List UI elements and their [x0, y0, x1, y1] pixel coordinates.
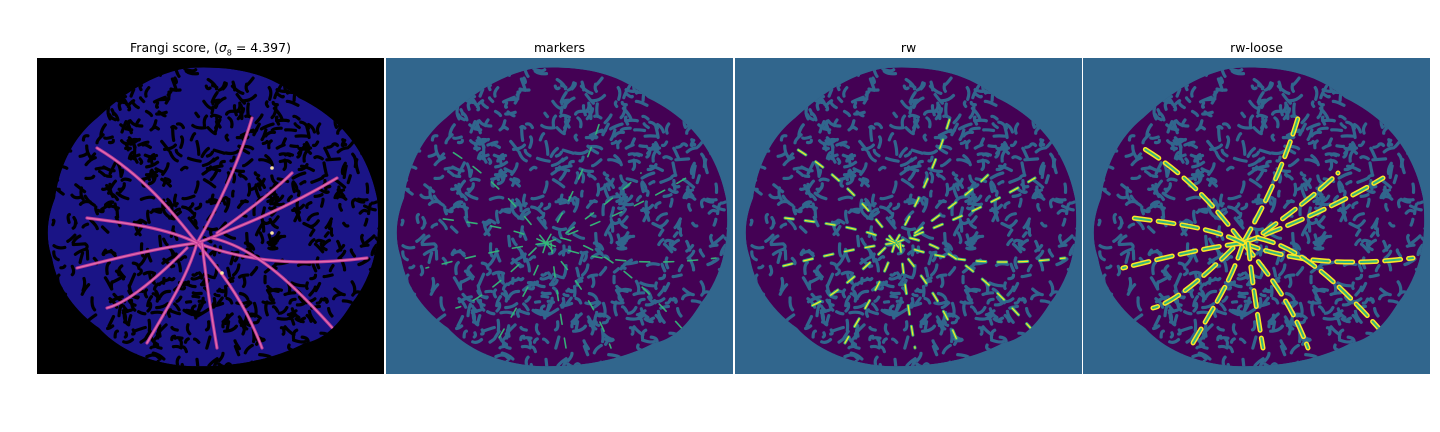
title-sigma: σ: [218, 40, 227, 55]
bright-spots: [220, 166, 274, 275]
vessel-layer: [75, 116, 369, 350]
rw-loose-image: [1083, 58, 1430, 374]
vessel-layer: [1120, 115, 1416, 351]
panel-rw-loose: rw-loose: [1083, 0, 1430, 432]
panel-title: markers: [533, 40, 586, 55]
markers-image: [386, 58, 733, 374]
title-subscript: 8: [226, 48, 232, 58]
panel-rw: rw: [735, 0, 1082, 432]
rw-image: [735, 58, 1082, 374]
markers-image-canvas: [386, 58, 733, 374]
panel-title: rw-loose: [1230, 40, 1283, 55]
panel-title: rw: [900, 40, 917, 55]
vessel-layer: [425, 117, 717, 349]
frangi-image-canvas: [37, 58, 384, 374]
rw-loose-image-canvas: [1083, 58, 1430, 374]
panel-frangi: Frangi score, (σ8 = 4.397): [37, 0, 384, 432]
rw-image-canvas: [735, 58, 1082, 374]
frangi-image: [37, 58, 384, 374]
panel-markers: markers: [386, 0, 733, 432]
panel-title: Frangi score, (σ8 = 4.397): [37, 40, 384, 58]
title-text: Frangi score, (: [130, 40, 219, 55]
vessel-layer: [773, 116, 1067, 350]
title-tail: = 4.397): [231, 40, 291, 55]
